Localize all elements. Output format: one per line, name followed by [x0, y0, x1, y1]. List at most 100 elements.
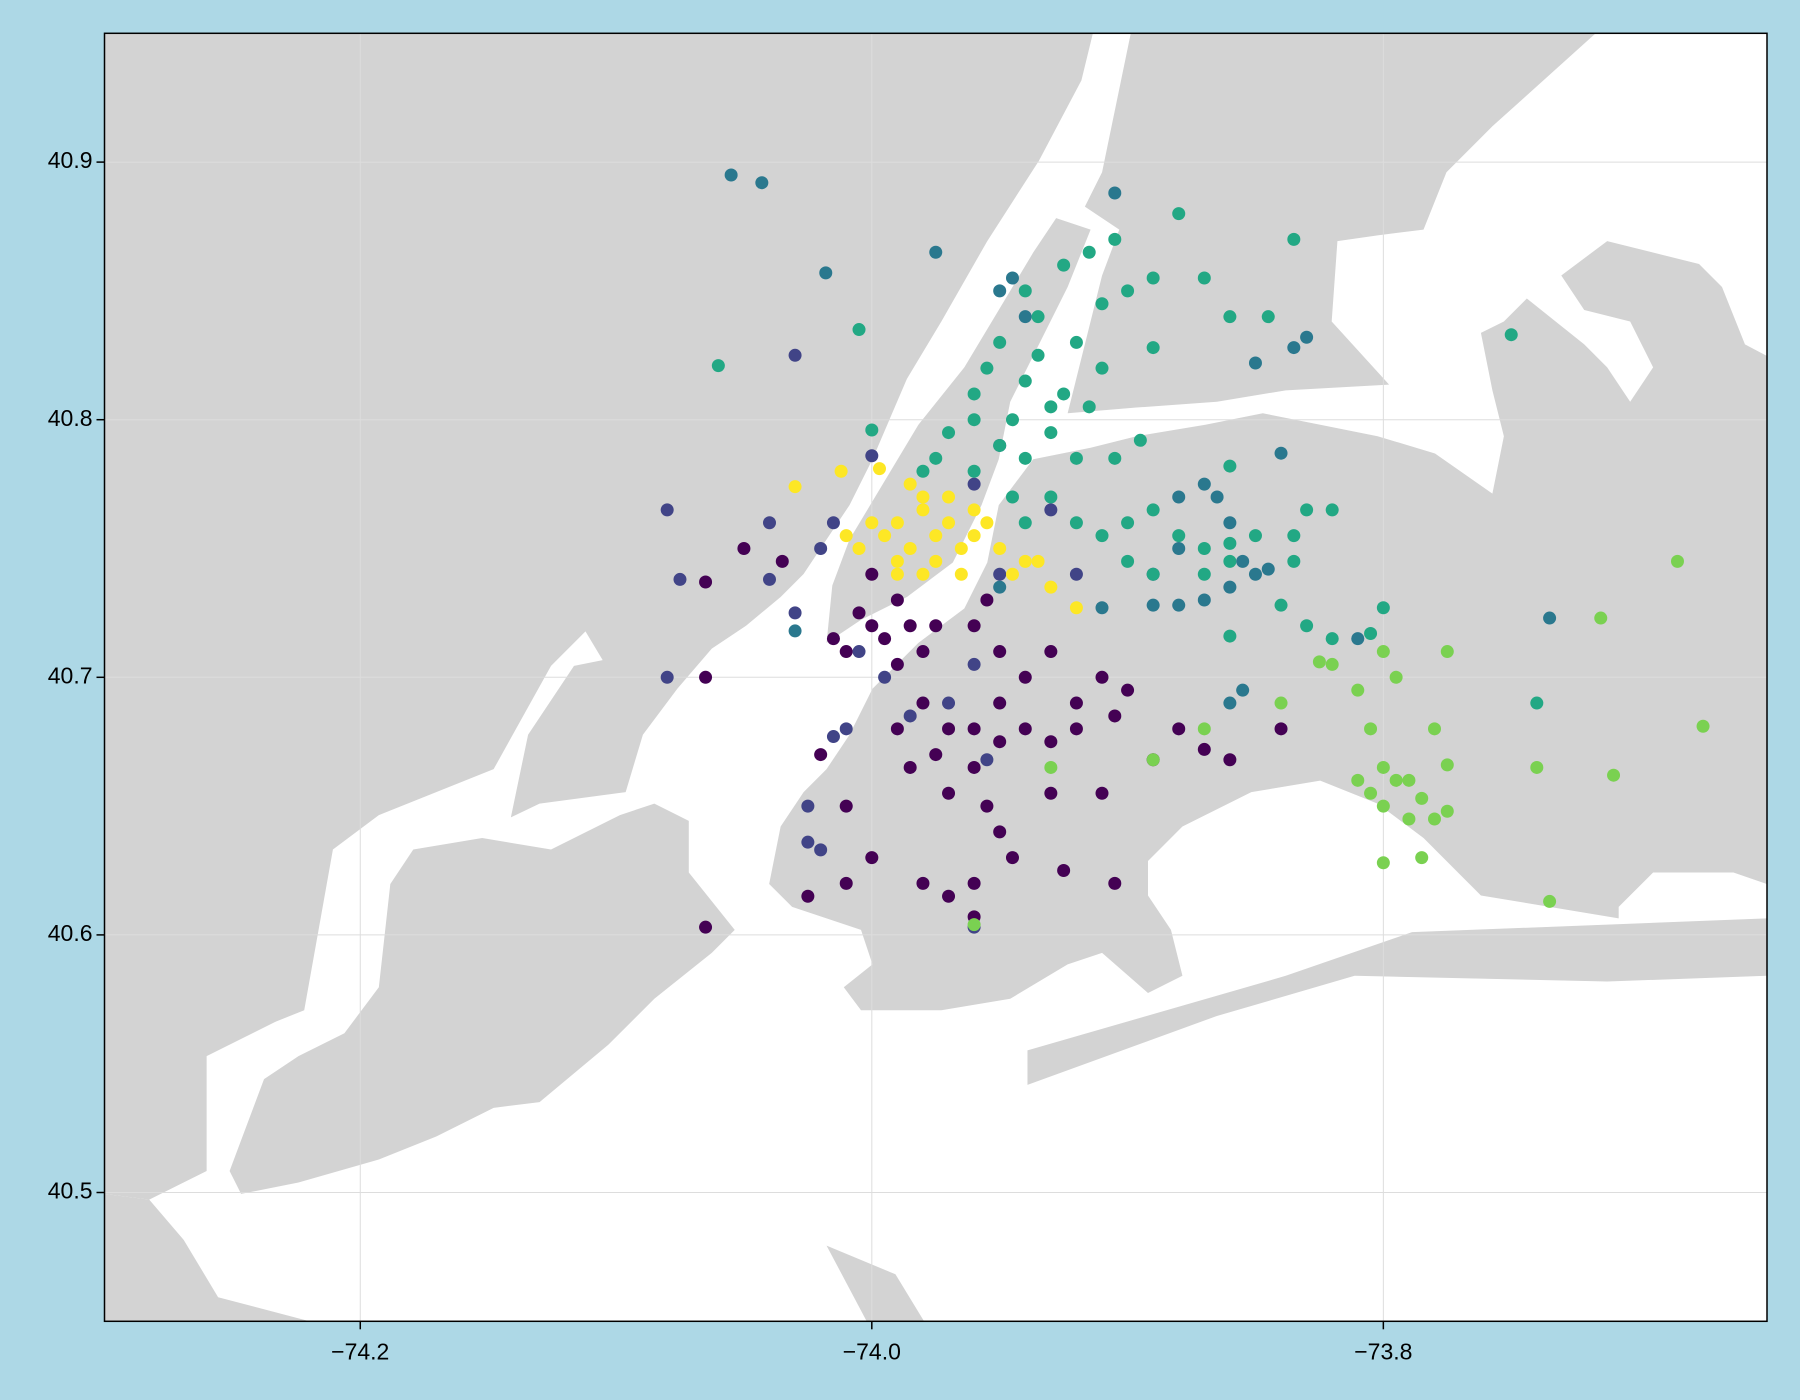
point	[993, 542, 1007, 555]
point	[1351, 773, 1365, 787]
point	[967, 413, 981, 427]
point	[903, 477, 917, 491]
point	[673, 572, 687, 586]
point	[1121, 554, 1135, 568]
point	[1133, 433, 1147, 447]
point	[814, 748, 828, 762]
point	[699, 670, 713, 684]
point	[1108, 451, 1122, 465]
point	[1095, 670, 1109, 684]
point	[916, 876, 930, 890]
point	[903, 619, 917, 633]
point	[1376, 601, 1390, 615]
point	[1543, 611, 1557, 625]
point	[852, 606, 866, 620]
point	[1274, 722, 1288, 736]
point	[878, 670, 892, 684]
point	[1236, 554, 1250, 568]
x-tick-label: −74.2	[331, 1338, 389, 1364]
point	[903, 542, 917, 555]
point	[993, 735, 1007, 749]
point	[942, 426, 956, 440]
point	[1376, 760, 1390, 774]
point	[852, 323, 866, 337]
point	[878, 632, 892, 646]
point	[1005, 271, 1019, 285]
point	[826, 730, 840, 744]
point	[980, 753, 994, 767]
land	[104, 33, 1093, 1200]
point	[1300, 503, 1314, 517]
point	[1044, 735, 1058, 749]
point	[788, 480, 802, 494]
land	[826, 1245, 925, 1322]
point	[1389, 773, 1403, 787]
point	[1376, 856, 1390, 870]
point	[1428, 812, 1441, 826]
point	[942, 490, 956, 504]
point	[1172, 529, 1186, 543]
point	[1376, 645, 1390, 659]
point	[1018, 451, 1032, 465]
point	[980, 516, 994, 530]
y-tick-label: 40.8	[48, 405, 93, 431]
point	[1108, 876, 1122, 890]
point	[1069, 335, 1083, 349]
point	[1146, 271, 1160, 285]
point	[1018, 284, 1032, 298]
point	[1197, 271, 1211, 285]
point	[1005, 413, 1019, 427]
point	[1248, 529, 1262, 543]
point	[1069, 696, 1083, 710]
y-tick-label: 40.5	[48, 1178, 93, 1204]
point	[1402, 773, 1416, 787]
point	[1018, 516, 1032, 530]
y-tick-label: 40.6	[48, 920, 93, 946]
point	[872, 462, 886, 476]
point	[993, 825, 1007, 839]
point	[1044, 786, 1058, 800]
point	[1005, 567, 1019, 581]
point	[1248, 356, 1262, 370]
point	[1415, 791, 1429, 805]
point	[1261, 310, 1275, 324]
point	[890, 516, 904, 530]
point	[1287, 232, 1301, 246]
point	[916, 645, 930, 659]
point	[903, 709, 917, 723]
point	[1172, 207, 1186, 221]
point	[1018, 554, 1032, 568]
point	[1146, 567, 1160, 581]
point	[967, 722, 981, 736]
point	[916, 567, 930, 581]
point	[801, 799, 815, 813]
point	[916, 490, 930, 504]
land	[229, 803, 735, 1194]
point	[1044, 645, 1058, 659]
point	[1082, 400, 1096, 414]
point	[1530, 760, 1544, 774]
point	[967, 918, 981, 932]
point	[942, 889, 956, 903]
point	[826, 632, 840, 646]
point	[890, 657, 904, 671]
point	[865, 851, 879, 865]
point	[967, 387, 981, 401]
point	[839, 799, 853, 813]
point	[865, 567, 879, 581]
point	[980, 799, 994, 813]
point	[993, 567, 1007, 581]
point	[929, 554, 943, 568]
point	[929, 451, 943, 465]
point	[916, 503, 930, 517]
point	[1402, 812, 1416, 826]
axes: −74.2 −74.0 −73.8 40.5 40.6 40.7 40.8 40.9	[48, 147, 1413, 1364]
point	[1300, 619, 1314, 633]
point	[1069, 601, 1083, 615]
point	[1415, 851, 1429, 865]
point	[942, 722, 956, 736]
point	[967, 657, 981, 671]
y-tick-label: 40.7	[48, 662, 93, 688]
point	[660, 503, 674, 517]
